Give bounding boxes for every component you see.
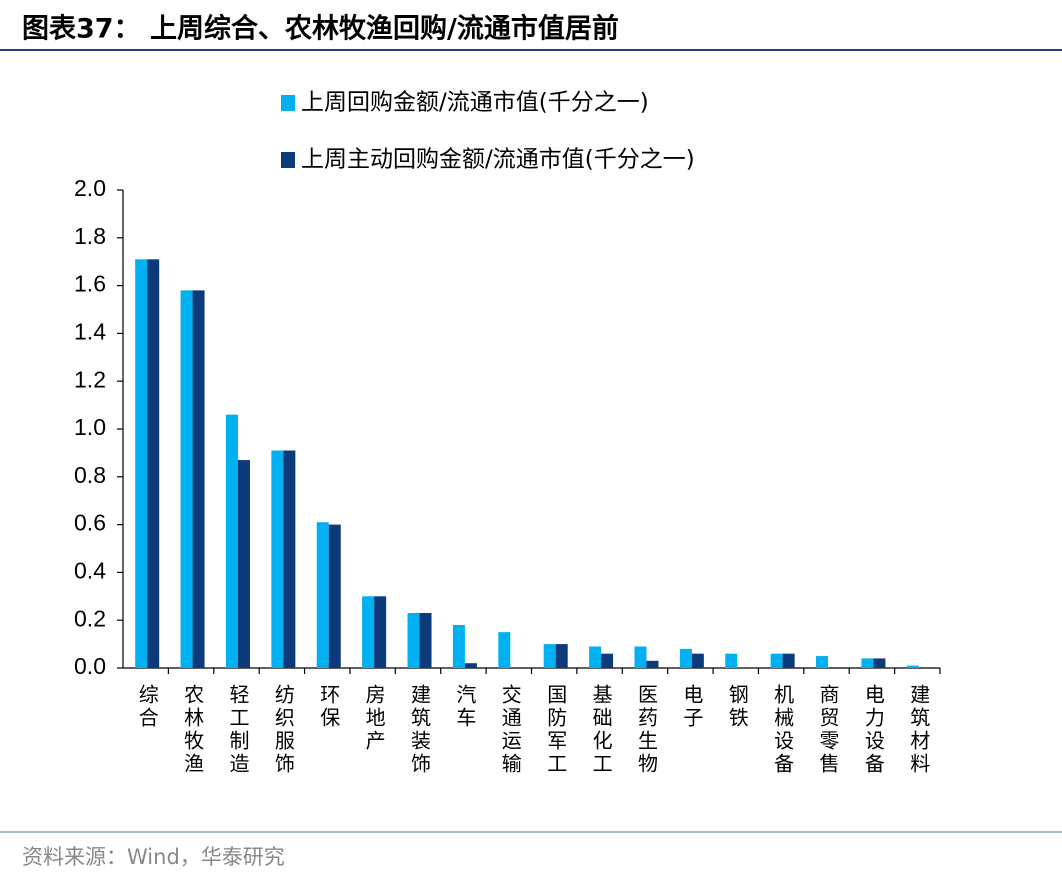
x-tick-label: 综合: [135, 684, 159, 730]
x-tick-label: 交通运输: [498, 684, 522, 776]
bar: [362, 596, 375, 668]
bar: [135, 259, 148, 668]
bar: [543, 644, 556, 668]
bar: [679, 648, 692, 668]
bar: [225, 414, 238, 668]
bar: [555, 644, 568, 668]
legend-swatch: [281, 95, 295, 111]
bar: [691, 653, 704, 668]
bar: [419, 613, 432, 668]
x-tick-label: 机械设备: [771, 684, 795, 776]
y-tick-label: 1.6: [74, 271, 106, 297]
legend-label: 上周回购金额/流通市值(千分之一): [301, 90, 649, 116]
y-tick-label: 1.4: [74, 318, 106, 344]
x-tick-label: 钢铁: [725, 684, 749, 730]
bar: [589, 646, 602, 668]
y-tick-label: 1.0: [74, 414, 106, 440]
bar: [374, 596, 387, 668]
y-tick-label: 0.6: [74, 510, 106, 536]
y-tick-label: 0.2: [74, 605, 106, 631]
legend-label: 上周主动回购金额/流通市值(千分之一): [301, 147, 695, 173]
x-tick-label: 房地产: [362, 684, 386, 753]
bar: [180, 290, 193, 668]
bar: [770, 653, 783, 668]
bar: [634, 646, 647, 668]
legend-swatch: [281, 152, 295, 168]
x-tick-label: 国防军工: [544, 684, 568, 776]
x-tick-label: 环保: [317, 684, 341, 730]
chart-title: 图表37： 上周综合、农林牧渔回购/流通市值居前: [22, 13, 619, 45]
bar: [452, 624, 465, 668]
bar: [147, 259, 160, 668]
bar: [464, 663, 477, 668]
bar: [283, 450, 296, 668]
x-tick-label: 纺织服饰: [271, 684, 295, 776]
bar: [873, 658, 886, 668]
x-tick-label: 电力设备: [861, 684, 885, 776]
x-tick-label: 汽车: [453, 684, 477, 730]
x-tick-label: 基础化工: [589, 684, 613, 776]
y-tick-label: 1.2: [74, 366, 106, 392]
bar: [906, 665, 919, 668]
x-tick-label: 建筑材料: [907, 684, 931, 776]
y-tick-label: 0.4: [74, 557, 106, 583]
x-tick-label: 轻工制造: [226, 684, 250, 776]
y-tick-label: 1.8: [74, 223, 106, 249]
x-tick-label: 医药生物: [634, 684, 658, 776]
bar: [237, 460, 250, 668]
y-tick-label: 0.0: [74, 653, 106, 679]
source: 资料来源：Wind，华泰研究: [22, 845, 285, 869]
x-tick-label: 建筑装饰: [408, 684, 432, 776]
y-tick-label: 0.8: [74, 462, 106, 488]
bar: [782, 653, 795, 668]
bar: [407, 613, 420, 668]
bar: [725, 653, 738, 668]
bar: [498, 632, 511, 668]
bar: [271, 450, 284, 668]
x-tick-label: 电子: [680, 684, 704, 730]
bar: [816, 656, 829, 668]
bar: [328, 524, 341, 668]
bar: [861, 658, 874, 668]
bar: [316, 522, 329, 668]
bar: [601, 653, 614, 668]
bar: [192, 290, 205, 668]
x-tick-label: 农林牧渔: [181, 684, 205, 776]
x-tick-label: 商贸零售: [816, 684, 840, 776]
bar: [646, 660, 659, 668]
y-tick-label: 2.0: [74, 175, 106, 201]
